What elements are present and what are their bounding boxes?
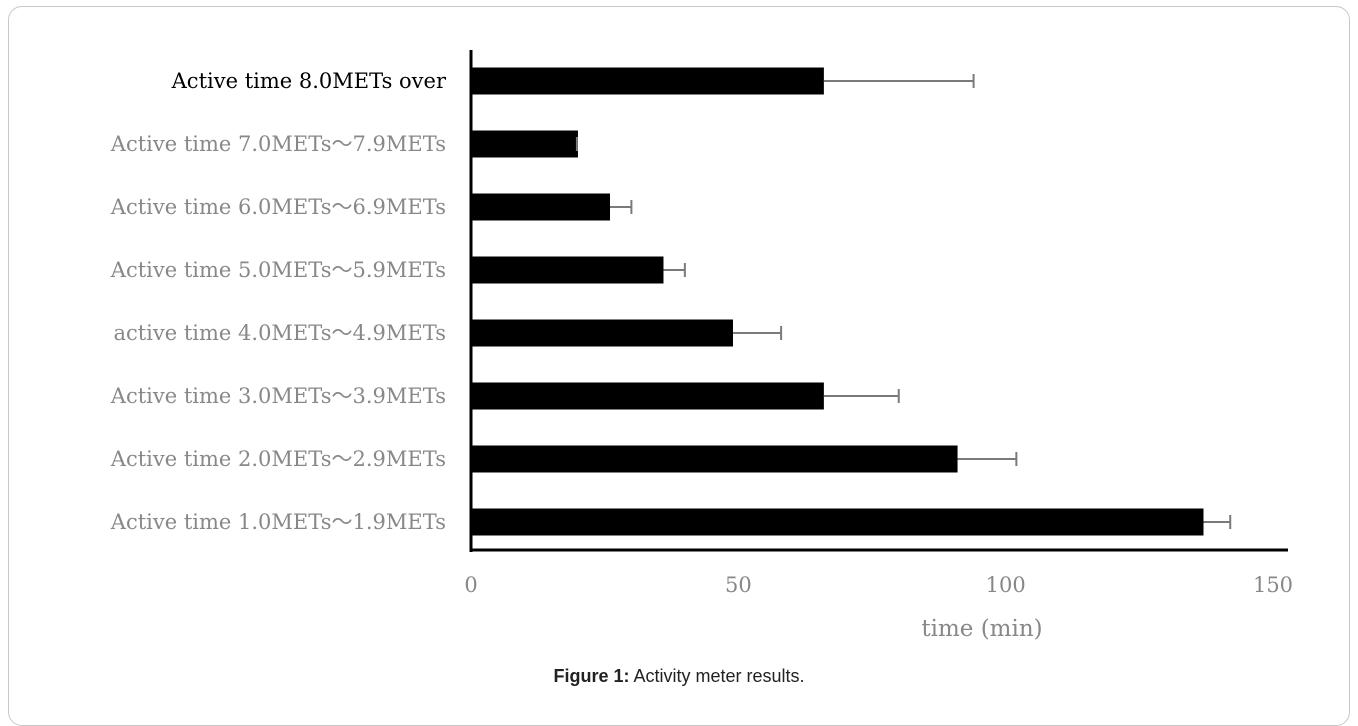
category-label: Active time 1.0METs～1.9METs: [110, 510, 446, 534]
x-tick-label: 150: [1253, 573, 1293, 597]
bar: [471, 319, 733, 347]
category-label: Active time 2.0METs～2.9METs: [110, 447, 446, 471]
bar: [471, 130, 578, 158]
error-bar: [823, 74, 975, 88]
figure-caption: Figure 1: Activity meter results.: [0, 666, 1358, 687]
category-labels-group: Active time 8.0METs over Active time 7.0M…: [110, 69, 447, 534]
caption-prefix: Figure 1:: [553, 666, 630, 686]
category-label: Active time 5.0METs～5.9METs: [110, 258, 446, 282]
x-tick-label: 50: [725, 573, 752, 597]
category-label: Active time 6.0METs～6.9METs: [110, 195, 446, 219]
x-tick-labels-group: 0 50 100 150: [464, 573, 1293, 597]
error-bar: [1203, 515, 1232, 529]
bar: [471, 67, 824, 95]
error-bar: [823, 389, 900, 403]
error-bar: [663, 263, 686, 277]
category-label: Active time 7.0METs～7.9METs: [110, 132, 446, 156]
bar-chart: Active time 8.0METs over Active time 7.0M…: [110, 50, 1293, 642]
bar: [471, 508, 1204, 536]
error-bar: [732, 326, 783, 340]
bars-group: [471, 67, 1204, 536]
bar: [471, 256, 664, 284]
error-bar: [957, 452, 1018, 466]
bar: [471, 382, 824, 410]
x-tick-label: 100: [986, 573, 1026, 597]
bar: [471, 193, 611, 221]
caption-text: Activity meter results.: [629, 666, 805, 686]
error-bars-group: [575, 74, 1232, 529]
x-tick-label: 0: [464, 573, 477, 597]
category-label: Active time 3.0METs～3.9METs: [110, 384, 446, 408]
category-label: Active time 8.0METs over: [171, 69, 447, 93]
category-label: active time 4.0METs～4.9METs: [113, 321, 446, 345]
x-axis-title: time (min): [921, 616, 1042, 642]
bar: [471, 445, 958, 473]
error-bar: [610, 200, 633, 214]
